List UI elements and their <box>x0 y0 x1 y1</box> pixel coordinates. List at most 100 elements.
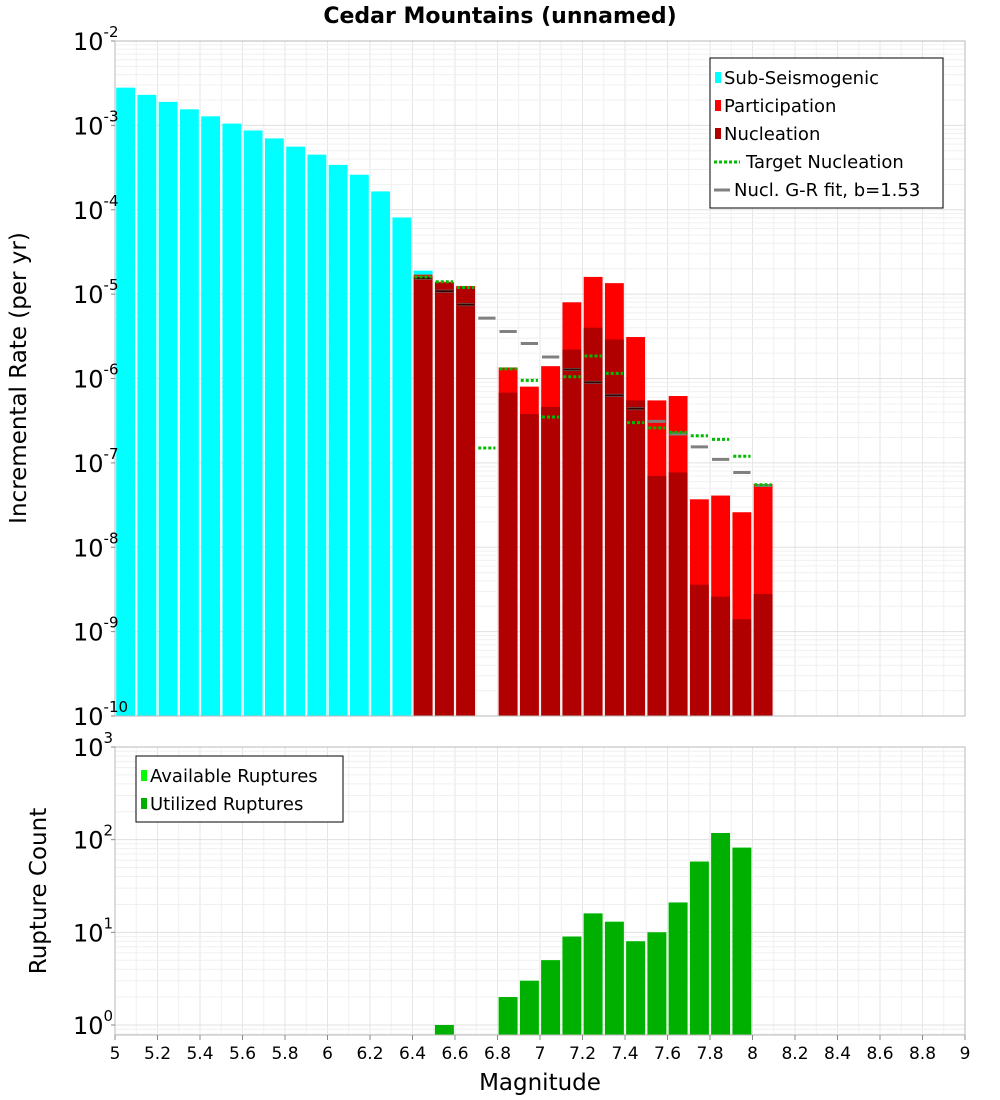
sub-seismogenic-bar <box>264 138 284 717</box>
nucleation-bar <box>732 619 752 716</box>
x-tick-label: 8.6 <box>866 1044 893 1064</box>
nucleation-bar <box>583 327 603 716</box>
y-tick-label: 10-8 <box>73 529 119 562</box>
y-tick-label: 10-10 <box>73 698 128 731</box>
x-tick-label: 8.2 <box>781 1044 808 1064</box>
utilized-ruptures-bar <box>604 921 624 1035</box>
legend-label: Nucl. G-R fit, b=1.53 <box>734 180 920 201</box>
y-tick-label: 10-2 <box>73 23 119 56</box>
x-tick-label: 5 <box>110 1044 121 1064</box>
x-axis-label: Magnitude <box>479 1070 601 1096</box>
x-tick-label: 5.2 <box>144 1044 171 1064</box>
y-tick-label: 103 <box>73 729 113 762</box>
sub-seismogenic-bar <box>201 116 221 716</box>
utilized-ruptures-bar <box>668 902 688 1035</box>
x-axis-ticks: 5 5.2 5.4 5.6 5.8 6 6.2 6.4 6.6 6.8 7 7.2 7.4 7.6 7.8 8… <box>110 1035 971 1064</box>
sub-seismogenic-bar <box>286 146 306 716</box>
y-tick-label: 101 <box>73 914 113 947</box>
utilized-ruptures-bar <box>583 913 603 1035</box>
legend-swatch <box>715 100 721 111</box>
nucleation-bar <box>604 339 624 716</box>
legend-label: Available Ruptures <box>150 766 318 787</box>
x-tick-label: 7.4 <box>611 1044 638 1064</box>
sub-seismogenic-bar <box>349 174 369 716</box>
utilized-ruptures-bar <box>689 861 709 1035</box>
utilized-ruptures-bar <box>562 936 582 1035</box>
y-tick-label: 10-3 <box>73 107 119 140</box>
sub-seismogenic-bar <box>158 101 178 716</box>
y-tick-label: 10-7 <box>73 445 119 478</box>
nucleation-bar <box>413 276 433 716</box>
sub-seismogenic-bar <box>137 94 157 716</box>
utilized-ruptures-bar <box>519 980 539 1035</box>
x-tick-label: 6.4 <box>399 1044 426 1064</box>
y-tick-label: 10-4 <box>73 192 119 225</box>
x-tick-label: 7.6 <box>654 1044 681 1064</box>
legend-swatch <box>141 798 147 809</box>
sub-seismogenic-bar <box>328 164 348 716</box>
utilized-ruptures-bar <box>626 941 646 1035</box>
rate-legend: Sub-Seismogenic Participation Nucleation Ta… <box>709 57 944 209</box>
y-tick-label: 10-6 <box>73 361 119 394</box>
x-tick-label: 7.8 <box>696 1044 723 1064</box>
x-tick-label: 7 <box>535 1044 546 1064</box>
nucleation-bar <box>668 472 688 716</box>
count-panel: 103 102 101 100 Rupture Count Available Rup… <box>26 729 966 1040</box>
rate-y-axis-label: Incremental Rate (per yr) <box>6 232 32 524</box>
y-tick-label: 10-9 <box>73 614 119 647</box>
nucleation-bar <box>562 349 582 716</box>
x-tick-label: 5.6 <box>229 1044 256 1064</box>
sub-seismogenic-bar <box>116 87 136 716</box>
nucleation-bar <box>541 406 561 716</box>
x-tick-label: 8.4 <box>824 1044 851 1064</box>
nucleation-bar <box>711 596 731 716</box>
legend-label: Sub-Seismogenic <box>724 68 879 89</box>
nucleation-bar <box>626 400 646 716</box>
sub-seismogenic-bar <box>222 123 242 716</box>
nucleation-bar <box>519 413 539 716</box>
x-tick-label: 5.4 <box>186 1044 213 1064</box>
x-tick-label: 6.8 <box>484 1044 511 1064</box>
legend-label: Utilized Ruptures <box>150 794 303 815</box>
nucleation-bar <box>647 475 667 716</box>
sub-seismogenic-bar <box>392 217 412 717</box>
sub-seismogenic-bar <box>371 191 391 717</box>
x-tick-label: 5.8 <box>271 1044 298 1064</box>
utilized-ruptures-bar <box>647 932 667 1035</box>
rate-panel: 10-2 10-3 10-4 10-5 10-6 10-7 10-8 10-9 10-10 In… <box>6 23 966 731</box>
utilized-ruptures-bar <box>498 997 518 1035</box>
count-legend: Available Ruptures Utilized Ruptures <box>135 755 344 823</box>
utilized-ruptures-bar <box>711 833 731 1035</box>
legend-swatch <box>141 770 147 781</box>
x-tick-label: 7.2 <box>569 1044 596 1064</box>
x-tick-label: 6 <box>322 1044 333 1064</box>
nucleation-bar <box>498 392 518 716</box>
x-tick-label: 8.8 <box>909 1044 936 1064</box>
count-y-axis-label: Rupture Count <box>26 808 52 974</box>
chart-title: Cedar Mountains (unnamed) <box>323 4 676 29</box>
utilized-ruptures-bar <box>434 1025 454 1035</box>
legend-box <box>709 57 944 209</box>
x-tick-label: 8 <box>747 1044 758 1064</box>
legend-label: Target Nucleation <box>745 152 904 173</box>
nucleation-bar <box>434 283 454 716</box>
x-tick-label: 6.6 <box>441 1044 468 1064</box>
nucleation-bar <box>689 584 709 716</box>
y-tick-label: 102 <box>73 822 113 855</box>
legend-swatch <box>715 72 721 83</box>
sub-seismogenic-bar <box>179 109 199 716</box>
x-tick-label: 9 <box>960 1044 971 1064</box>
legend-label: Participation <box>724 96 836 117</box>
legend-label: Nucleation <box>724 124 820 145</box>
utilized-ruptures-bar <box>732 847 752 1035</box>
legend-swatch <box>715 128 721 139</box>
utilized-ruptures-bar <box>541 960 561 1035</box>
nucleation-bar <box>753 593 773 716</box>
nucleation-bar <box>456 287 476 716</box>
y-tick-label: 10-5 <box>73 276 119 309</box>
x-tick-label: 6.2 <box>356 1044 383 1064</box>
sub-seismogenic-bar <box>307 154 327 716</box>
y-tick-label: 100 <box>73 1007 113 1040</box>
sub-seismogenic-bar <box>243 130 263 717</box>
